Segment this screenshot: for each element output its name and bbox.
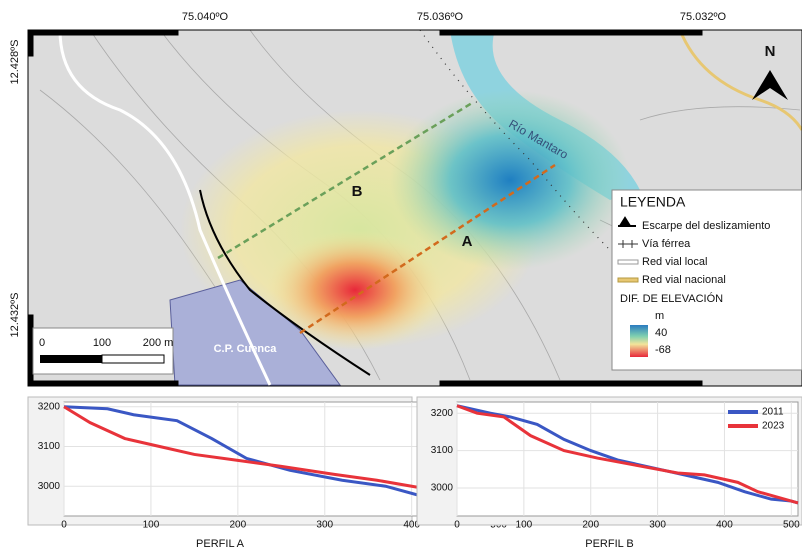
legend: LEYENDA Escarpe del deslizamiento Vía fé…	[612, 190, 802, 370]
legend-label: 2023	[762, 421, 785, 432]
legend-label: 2011	[762, 407, 784, 418]
legend-item: Red vial nacional	[642, 274, 726, 286]
map: 75.040ºO 75.036ºO 75.032ºO 12.428ºS 12.4…	[9, 11, 802, 386]
x-axis-label: PERFIL A	[196, 538, 245, 550]
x-tick-label: 400	[716, 520, 733, 531]
legend-max: 40	[655, 327, 667, 339]
lon-label: 75.040ºO	[182, 11, 229, 23]
y-tick-label: 3100	[431, 445, 454, 456]
x-tick-label: 200	[230, 520, 247, 531]
legend-item: Vía férrea	[642, 238, 691, 250]
y-tick-label: 3200	[38, 401, 61, 412]
y-tick-label: 3100	[38, 441, 61, 452]
x-tick-label: 100	[516, 520, 533, 531]
x-tick-label: 0	[61, 520, 67, 531]
y-tick-label: 3200	[431, 408, 454, 419]
town-label: C.P. Cuenca	[214, 343, 278, 355]
legend-item: Red vial local	[642, 256, 707, 268]
profile-label: A	[462, 233, 473, 250]
lon-label: 75.032ºO	[680, 11, 727, 23]
y-tick-label: 3000	[431, 483, 454, 494]
figure: 75.040ºO 75.036ºO 75.032ºO 12.428ºS 12.4…	[0, 0, 802, 550]
x-tick-label: 300	[649, 520, 666, 531]
legend-min: -68	[655, 344, 671, 356]
x-tick-label: 500	[783, 520, 800, 531]
scale-label: 100	[93, 337, 111, 349]
x-tick-label: 100	[143, 520, 160, 531]
x-tick-label: 200	[582, 520, 599, 531]
scale-label: 0	[39, 337, 45, 349]
x-axis-label: PERFIL B	[585, 538, 634, 550]
north-label: N	[765, 43, 776, 60]
legend-title: LEYENDA	[620, 194, 686, 210]
y-tick-label: 3000	[38, 481, 61, 492]
x-tick-label: 0	[454, 520, 460, 531]
profile-label: B	[352, 183, 363, 200]
legend-subtitle: DIF. DE ELEVACIÓN	[620, 292, 723, 305]
scale-bar: 0 100 200 m	[33, 328, 173, 374]
lat-label: 12.432ºS	[9, 293, 21, 338]
lon-label: 75.036ºO	[417, 11, 464, 23]
elevation-surface	[390, 90, 630, 270]
legend-item: Escarpe del deslizamiento	[642, 220, 770, 232]
lat-label: 12.428ºS	[9, 40, 21, 85]
legend-unit: m	[655, 310, 664, 322]
scale-label: 200 m	[143, 337, 174, 349]
x-tick-label: 300	[316, 520, 333, 531]
